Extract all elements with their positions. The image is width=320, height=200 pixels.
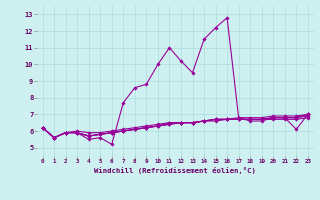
X-axis label: Windchill (Refroidissement éolien,°C): Windchill (Refroidissement éolien,°C) (94, 167, 256, 174)
